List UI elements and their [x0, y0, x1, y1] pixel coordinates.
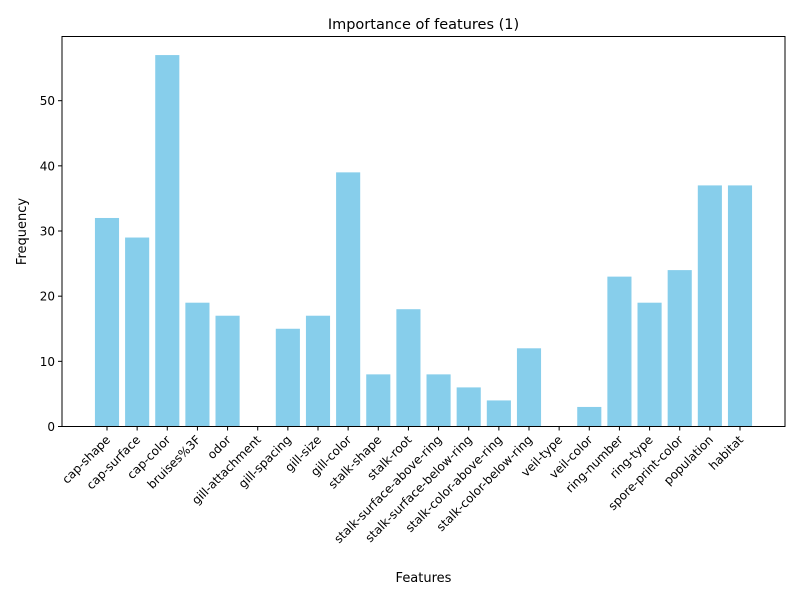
bar-stalk-root	[396, 309, 421, 427]
bar-ring-type	[637, 302, 662, 427]
y-tick-label: 50	[40, 94, 55, 108]
x-axis-label: Features	[396, 571, 452, 586]
bar-veil-color	[577, 406, 602, 427]
bar-gill-spacing	[275, 328, 300, 427]
bars-group	[94, 55, 753, 427]
bar-gill-color	[336, 172, 361, 427]
bar-stalk-surface-below-ring	[456, 387, 481, 427]
y-tick-label: 10	[40, 355, 55, 369]
y-tick-label: 20	[40, 290, 55, 304]
y-tick-label: 30	[40, 225, 55, 239]
bar-stalk-surface-above-ring	[426, 374, 451, 427]
chart-title: Importance of features (1)	[328, 17, 519, 33]
plot-frame	[61, 36, 786, 427]
y-tick-label: 40	[40, 159, 55, 173]
bar-stalk-shape	[366, 374, 391, 427]
bar-habitat	[727, 185, 753, 427]
bar-cap-shape	[94, 217, 120, 427]
bar-stalk-color-above-ring	[486, 400, 511, 427]
bar-spore-print-color	[667, 270, 692, 427]
bar-cap-surface	[125, 237, 150, 427]
bar-cap-color	[155, 55, 180, 427]
y-axis-ticks: 0 10 20 30 40 50	[40, 94, 62, 434]
y-tick-label: 0	[47, 420, 55, 434]
bar-ring-number	[607, 276, 632, 427]
bar-population	[697, 185, 722, 427]
bar-gill-size	[305, 315, 331, 427]
y-axis-label: Frequency	[15, 198, 30, 265]
bar-odor	[215, 315, 240, 427]
bar-bruises-3f	[185, 302, 210, 427]
bar-stalk-color-below-ring	[516, 348, 542, 427]
